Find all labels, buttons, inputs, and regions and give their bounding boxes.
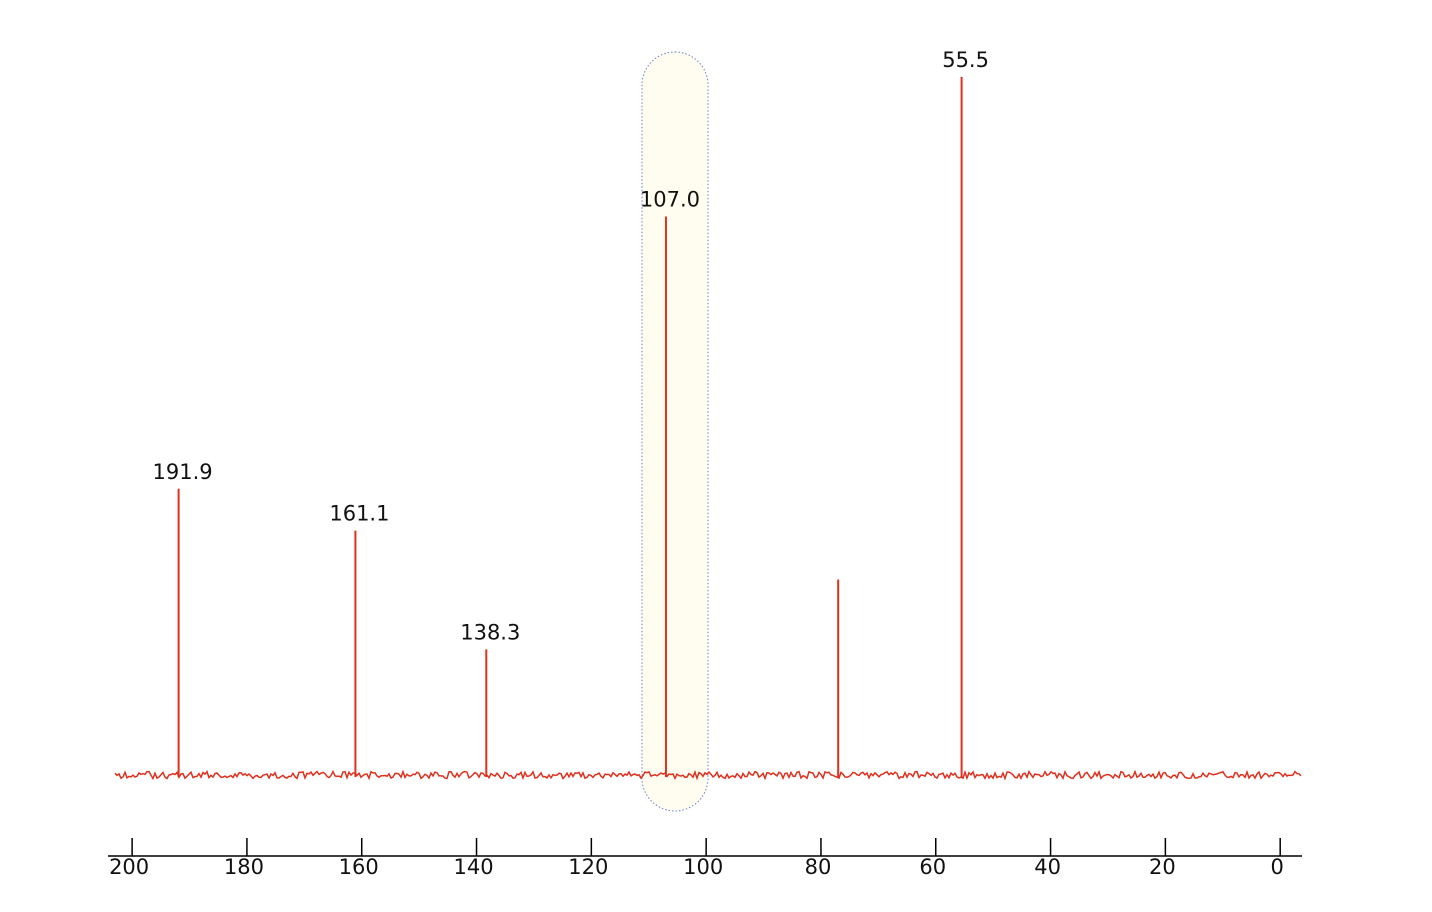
peak-label: 107.0 — [640, 188, 700, 212]
x-tick-label: 20 — [1149, 855, 1176, 879]
x-tick-label: 140 — [453, 855, 493, 879]
x-tick-label: 200 — [109, 855, 149, 879]
selection-highlight — [641, 51, 709, 812]
x-tick-label: 100 — [683, 855, 723, 879]
x-tick-label: 0 — [1270, 855, 1283, 879]
peak-label: 161.1 — [329, 502, 389, 526]
x-tick-label: 180 — [224, 855, 264, 879]
x-tick-label: 40 — [1034, 855, 1061, 879]
baseline-noise — [114, 769, 1302, 781]
peak-label: 55.5 — [942, 48, 989, 72]
peak-label: 191.9 — [153, 460, 213, 484]
x-tick-label: 80 — [805, 855, 832, 879]
x-tick-label: 160 — [339, 855, 379, 879]
x-tick-label: 120 — [568, 855, 608, 879]
x-tick-label: 60 — [919, 855, 946, 879]
peak-label: 138.3 — [460, 620, 520, 644]
